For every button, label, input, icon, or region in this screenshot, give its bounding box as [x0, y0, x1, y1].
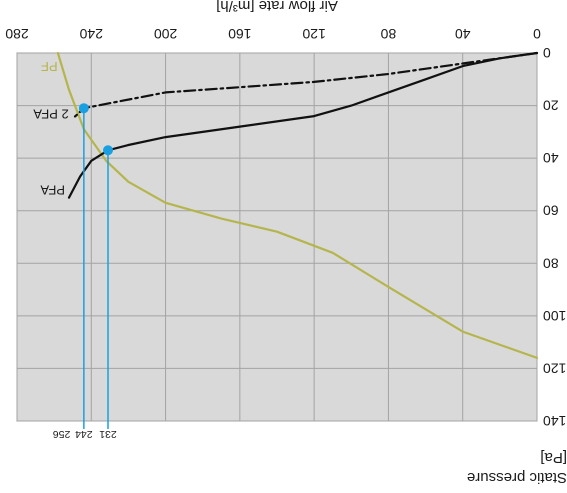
marker-value-label: 244 — [75, 428, 93, 440]
x-tick-label: 40 — [455, 26, 471, 42]
series-line-pfa — [67, 51, 539, 199]
grid — [16, 52, 538, 422]
y-tick-label: 120 — [543, 360, 567, 376]
y-axis-label: Static pressure — [467, 469, 567, 486]
y-tick-label: 60 — [543, 203, 559, 219]
x-tick-label: 200 — [154, 26, 178, 42]
series-layer: PF PFA 2 PFA — [33, 51, 539, 359]
marker-value-label: 231 — [99, 428, 117, 440]
y-tick-label: 0 — [543, 45, 551, 61]
y-tick-label: 80 — [543, 255, 559, 271]
series-label-pfa: PFA — [40, 183, 65, 198]
marker-point — [78, 103, 89, 114]
x-tick-label: 240 — [79, 26, 103, 42]
y-axis-unit: [Pa] — [540, 449, 567, 466]
marker-point — [103, 145, 113, 156]
x-tick-label: 160 — [228, 26, 252, 42]
x-tick-label: 0 — [533, 26, 541, 42]
marker-layer: 231 244 256 — [53, 103, 117, 440]
y-tick-label: 140 — [543, 413, 567, 429]
x-tick-label: 280 — [5, 26, 29, 42]
plot-area — [16, 52, 538, 422]
series-label-pf: PF — [41, 59, 58, 74]
series-line-pf — [56, 51, 539, 359]
series-label-2-pfa: 2 PFA — [33, 106, 69, 121]
x-axis-label: Air flow rate [m³/h] — [216, 0, 338, 14]
y-tick-label: 20 — [543, 98, 559, 114]
series-line-2-pfa — [71, 51, 539, 120]
y-tick-label: 40 — [543, 150, 559, 166]
tick-labels: 0 40 80 120 160 200 240 280 0 20 40 60 80 100 120 140 — [5, 26, 566, 429]
x-tick-label: 80 — [380, 26, 396, 42]
marker-value-label: 256 — [53, 428, 71, 440]
y-tick-label: 100 — [543, 308, 567, 324]
x-tick-label: 120 — [302, 26, 326, 42]
